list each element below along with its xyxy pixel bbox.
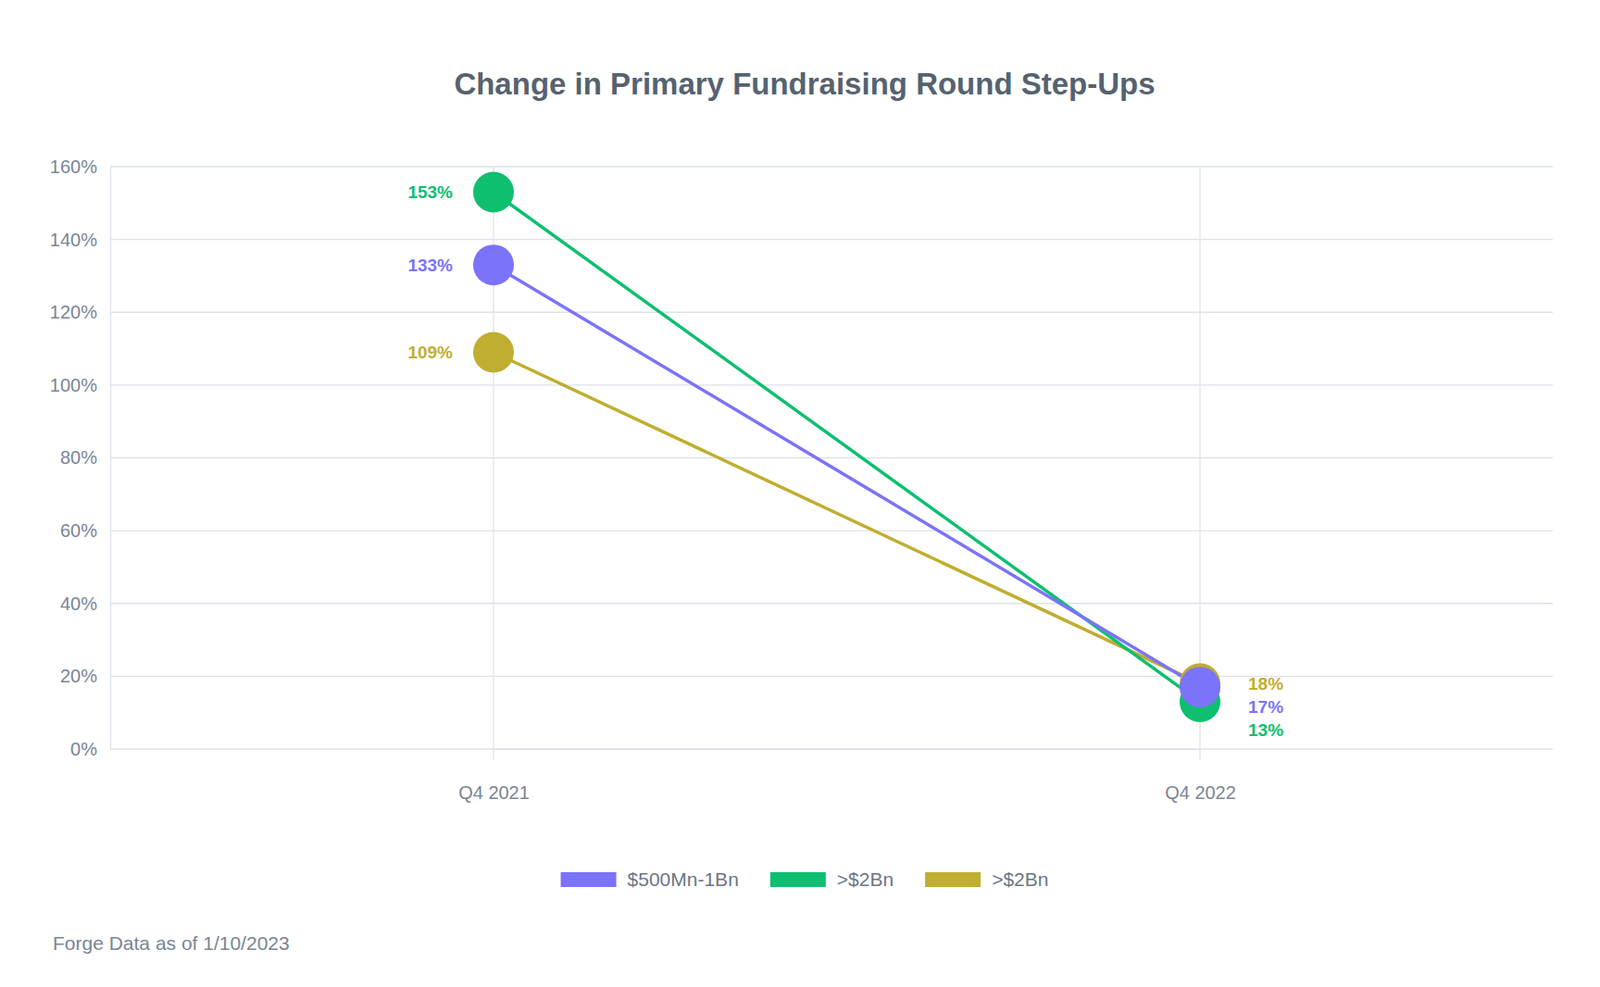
point [473, 172, 514, 213]
grid-line [110, 748, 1553, 750]
data-label: 17% [1248, 697, 1284, 717]
y-axis: 0% 20% 40% 60% 80% 100% 120% 140% 160% [50, 156, 112, 760]
grid-line [110, 165, 1553, 167]
tick: 120% [50, 301, 111, 323]
source-note: Forge Data as of 1/10/2023 [52, 932, 290, 954]
legend-swatch [925, 872, 981, 888]
tick-label: 160% [50, 156, 98, 177]
tick: 160% [50, 156, 111, 177]
legend-label: >$2Bn [991, 868, 1049, 890]
grid-line [110, 602, 1553, 604]
legend-label: >$2Bn [837, 868, 894, 890]
tick: 140% [50, 229, 111, 250]
title: Change in Primary Fundraising Round Step… [453, 66, 1155, 101]
x-axis: Q4 2021 Q4 2022 [458, 749, 1237, 803]
tick-label: 80% [60, 447, 98, 468]
grid-line [110, 384, 1553, 386]
line [493, 264, 1200, 688]
legend: $500Mn-1Bn >$2Bn >$2Bn [561, 868, 1050, 890]
plot-area [473, 172, 1221, 723]
tick-label: 60% [60, 520, 98, 541]
tick: 100% [50, 375, 111, 396]
data-label: 109% [407, 342, 453, 363]
grid-line [110, 529, 1553, 531]
legend-item: $500Mn-1Bn [561, 868, 739, 890]
tick: 60% [60, 520, 111, 541]
axis-line [110, 167, 112, 750]
grid [110, 166, 1553, 761]
legend-label: $500Mn-1Bn [627, 868, 739, 890]
data-label: 18% [1248, 674, 1284, 694]
data-labels: 153% 133% 109% 18% 17% 13% [407, 182, 1284, 740]
point [1179, 666, 1221, 708]
tick: 20% [60, 665, 111, 687]
tick: Q4 2021 [458, 749, 530, 803]
line [493, 192, 1200, 702]
tick: Q4 2022 [1164, 749, 1237, 803]
tick-label: Q4 2021 [458, 782, 530, 803]
grid-line [110, 675, 1553, 677]
data-label: 13% [1248, 720, 1284, 740]
data-label: 133% [407, 255, 453, 275]
data-label: 153% [407, 182, 453, 202]
tick-label: 100% [50, 375, 98, 396]
tick-label: 40% [60, 593, 98, 614]
tick: 40% [60, 593, 111, 614]
grid-line [110, 238, 1553, 240]
tick-label: 140% [50, 229, 98, 250]
legend-swatch [561, 872, 617, 888]
tick: 0% [70, 738, 111, 760]
legend-item: >$2Bn [770, 868, 894, 890]
line [493, 351, 1200, 684]
tick-label: Q4 2022 [1164, 782, 1237, 803]
tick-label: 0% [70, 738, 98, 760]
tick-label: 20% [60, 665, 98, 687]
point [473, 244, 514, 286]
legend-swatch [770, 872, 826, 888]
grid-line [110, 457, 1553, 459]
point [473, 331, 514, 373]
tick: 80% [60, 447, 111, 468]
tick-label: 120% [50, 301, 98, 323]
grid-line [110, 312, 1553, 313]
axis-line [494, 749, 1201, 750]
chart: Change in Primary Fundraising Round Step… [0, 0, 1600, 987]
legend-item: >$2Bn [925, 868, 1049, 890]
